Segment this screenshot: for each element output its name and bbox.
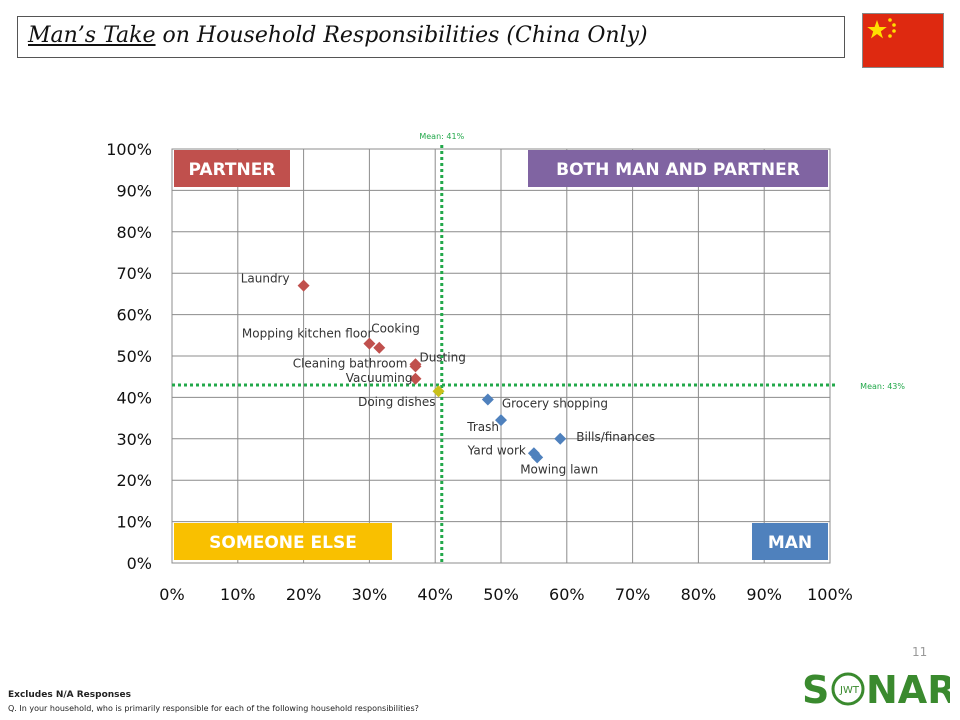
y-tick-label: 10% (116, 513, 152, 532)
point-vacuuming (409, 372, 422, 385)
x-tick-label: 80% (681, 585, 717, 604)
x-tick-label: 0% (159, 585, 184, 604)
x-tick-label: 20% (286, 585, 322, 604)
mean-x-label: Mean: 41% (419, 132, 464, 141)
point-label-mowing-lawn: Mowing lawn (520, 462, 598, 476)
y-tick-label: 90% (116, 181, 152, 200)
point-label-mopping-kitchen-floor: Mopping kitchen floor (242, 327, 373, 341)
quadrant-man-label: MAN (768, 533, 812, 553)
point-cleaning-bathroom (409, 360, 422, 373)
svg-text:JWT: JWT (839, 685, 860, 696)
svg-text:NAR: NAR (866, 668, 950, 710)
point-label-bills-finances: Bills/finances (576, 430, 655, 444)
page-number: 11 (912, 645, 928, 659)
china-flag-icon (862, 13, 944, 68)
point-label-grocery-shopping: Grocery shopping (502, 396, 608, 410)
y-tick-label: 60% (116, 306, 152, 325)
quadrant-partner-label: PARTNER (189, 160, 276, 180)
title-underlined: Man’s Take (28, 23, 156, 48)
title-box: Man’s Take on Household Responsibilities… (17, 16, 845, 58)
footnote-question: Q. In your household, who is primarily r… (8, 704, 419, 713)
quadrant-someone-else-label: SOMEONE ELSE (209, 533, 357, 553)
quadrant-partner-label-box (174, 150, 290, 187)
y-tick-label: 20% (116, 471, 152, 490)
title-rest: on Household Responsibilities (China Onl… (155, 23, 648, 48)
y-tick-label: 70% (116, 264, 152, 283)
point-label-trash: Trash (466, 420, 499, 434)
point-laundry (297, 279, 310, 292)
point-label-laundry: Laundry (241, 272, 290, 286)
y-tick-label: 40% (116, 388, 152, 407)
x-tick-label: 10% (220, 585, 256, 604)
quadrant-both-label: BOTH MAN AND PARTNER (556, 160, 800, 180)
x-tick-label: 70% (615, 585, 651, 604)
point-grocery-shopping (481, 393, 494, 406)
point-label-vacuuming: Vacuuming (346, 371, 413, 385)
page-title: Man’s Take on Household Responsibilities… (28, 23, 648, 48)
point-label-dusting: Dusting (419, 350, 465, 364)
y-tick-label: 0% (127, 554, 152, 573)
point-cooking (373, 341, 386, 354)
point-bills-finances (554, 432, 567, 445)
y-tick-label: 50% (116, 347, 152, 366)
point-label-cooking: Cooking (371, 322, 420, 336)
x-tick-label: 90% (746, 585, 782, 604)
point-label-cleaning-bathroom: Cleaning bathroom (293, 356, 408, 370)
footnote-exclusions: Excludes N/A Responses (8, 690, 131, 700)
scatter-chart: PARTNER BOTH MAN AND PARTNER SOMEONE ELSE M… (106, 132, 905, 604)
point-label-doing-dishes: Doing dishes (358, 395, 435, 409)
y-tick-label: 100% (106, 140, 152, 159)
svg-text:S: S (802, 668, 829, 710)
x-tick-label: 30% (352, 585, 388, 604)
y-tick-label: 30% (116, 430, 152, 449)
x-tick-label: 40% (417, 585, 453, 604)
quadrant-both-label-box (528, 150, 828, 187)
point-label-yard-work: Yard work (467, 443, 526, 457)
quadrant-man-label-box (752, 523, 828, 560)
x-tick-label: 50% (483, 585, 519, 604)
quadrant-someone-else-label-box (174, 523, 392, 560)
x-tick-label: 100% (807, 585, 853, 604)
point-mopping-kitchen-floor (363, 337, 376, 350)
y-tick-label: 80% (116, 223, 152, 242)
point-doing-dishes (432, 385, 445, 398)
x-tick-label: 60% (549, 585, 585, 604)
mean-y-label: Mean: 43% (860, 382, 905, 391)
point-trash (495, 414, 507, 427)
sonar-logo: S JWT NAR (800, 665, 956, 712)
point-mowing-lawn (531, 451, 544, 464)
